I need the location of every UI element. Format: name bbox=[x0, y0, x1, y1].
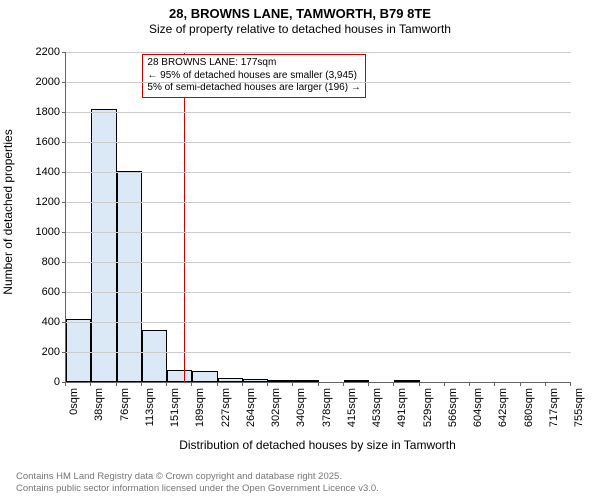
plot-area: 28 BROWNS LANE: 177sqm ← 95% of detached… bbox=[65, 52, 571, 383]
xtick-label: 38sqm bbox=[93, 388, 105, 421]
xtick-label: 642sqm bbox=[497, 388, 509, 427]
ytick-mark bbox=[62, 172, 66, 173]
xtick-label: 717sqm bbox=[548, 388, 560, 427]
ytick-mark bbox=[62, 292, 66, 293]
xtick-label: 340sqm bbox=[295, 388, 307, 427]
xtick-mark bbox=[393, 382, 394, 386]
xtick-mark bbox=[343, 382, 344, 386]
xtick-mark bbox=[570, 382, 571, 386]
ytick-label: 0 bbox=[10, 376, 60, 388]
gridline-h bbox=[66, 232, 571, 233]
xtick-label: 113sqm bbox=[144, 388, 156, 426]
xtick-label: 680sqm bbox=[523, 388, 535, 427]
xtick-label: 264sqm bbox=[245, 388, 257, 427]
xtick-label: 755sqm bbox=[573, 388, 585, 427]
ytick-label: 1800 bbox=[10, 106, 60, 118]
ytick-mark bbox=[62, 202, 66, 203]
xtick-mark bbox=[267, 382, 268, 386]
gridline-h bbox=[66, 352, 571, 353]
chart-wrap: Number of detached properties 28 BROWNS … bbox=[0, 42, 600, 462]
ytick-label: 400 bbox=[10, 316, 60, 328]
bars-layer bbox=[66, 52, 571, 382]
xtick-mark bbox=[166, 382, 167, 386]
ytick-mark bbox=[62, 142, 66, 143]
gridline-h bbox=[66, 292, 571, 293]
ref-box-line3: 5% of semi-detached houses are larger (1… bbox=[147, 82, 360, 95]
xtick-label: 604sqm bbox=[472, 388, 484, 427]
footer-line1: Contains HM Land Registry data © Crown c… bbox=[16, 471, 342, 482]
xtick-label: 415sqm bbox=[346, 388, 358, 427]
xtick-mark bbox=[65, 382, 66, 386]
xtick-label: 566sqm bbox=[447, 388, 459, 427]
histogram-bar bbox=[167, 370, 192, 382]
ytick-label: 1400 bbox=[10, 166, 60, 178]
gridline-h bbox=[66, 52, 571, 53]
ytick-label: 800 bbox=[10, 256, 60, 268]
gridline-h bbox=[66, 142, 571, 143]
gridline-h bbox=[66, 82, 571, 83]
y-axis-label: Number of detached properties bbox=[1, 129, 15, 294]
xtick-label: 227sqm bbox=[220, 388, 232, 427]
xtick-label: 378sqm bbox=[321, 388, 333, 427]
histogram-bar bbox=[192, 371, 217, 382]
xtick-mark bbox=[90, 382, 91, 386]
chart-title-sub: Size of property relative to detached ho… bbox=[0, 22, 600, 37]
x-axis-label: Distribution of detached houses by size … bbox=[65, 438, 570, 452]
reference-line bbox=[184, 52, 185, 382]
xtick-mark bbox=[116, 382, 117, 386]
ref-box-line1: 28 BROWNS LANE: 177sqm bbox=[147, 57, 360, 70]
histogram-bar bbox=[66, 319, 91, 382]
ytick-label: 2200 bbox=[10, 46, 60, 58]
xtick-mark bbox=[318, 382, 319, 386]
ytick-label: 600 bbox=[10, 286, 60, 298]
xtick-mark bbox=[368, 382, 369, 386]
chart-title-main: 28, BROWNS LANE, TAMWORTH, B79 8TE bbox=[0, 6, 600, 22]
xtick-label: 453sqm bbox=[371, 388, 383, 427]
gridline-h bbox=[66, 112, 571, 113]
gridline-h bbox=[66, 262, 571, 263]
ytick-mark bbox=[62, 52, 66, 53]
xtick-mark bbox=[469, 382, 470, 386]
xtick-mark bbox=[141, 382, 142, 386]
ytick-mark bbox=[62, 232, 66, 233]
xtick-mark bbox=[242, 382, 243, 386]
xtick-mark bbox=[292, 382, 293, 386]
xtick-label: 76sqm bbox=[119, 388, 131, 421]
histogram-bar bbox=[91, 109, 116, 382]
xtick-label: 529sqm bbox=[422, 388, 434, 427]
ytick-mark bbox=[62, 262, 66, 263]
ytick-mark bbox=[62, 352, 66, 353]
xtick-mark bbox=[217, 382, 218, 386]
ytick-mark bbox=[62, 322, 66, 323]
xtick-mark bbox=[444, 382, 445, 386]
xtick-mark bbox=[545, 382, 546, 386]
ytick-label: 2000 bbox=[10, 76, 60, 88]
xtick-mark bbox=[520, 382, 521, 386]
xtick-mark bbox=[419, 382, 420, 386]
histogram-bar bbox=[142, 330, 167, 383]
ytick-mark bbox=[62, 112, 66, 113]
xtick-label: 0sqm bbox=[68, 388, 80, 415]
gridline-h bbox=[66, 322, 571, 323]
ytick-label: 1600 bbox=[10, 136, 60, 148]
x-ticks: 0sqm 38sqm 76sqm 113sqm 151sqm 189sqm 227sqm 26… bbox=[65, 382, 570, 442]
gridline-h bbox=[66, 172, 571, 173]
xtick-label: 151sqm bbox=[169, 388, 181, 427]
gridline-h bbox=[66, 202, 571, 203]
ytick-mark bbox=[62, 82, 66, 83]
ytick-label: 200 bbox=[10, 346, 60, 358]
xtick-mark bbox=[191, 382, 192, 386]
footer-line2: Contains public sector information licen… bbox=[16, 483, 379, 494]
xtick-label: 189sqm bbox=[194, 388, 206, 427]
footer-attribution: Contains HM Land Registry data © Crown c… bbox=[16, 471, 379, 494]
xtick-label: 491sqm bbox=[396, 388, 408, 427]
reference-annotation-box: 28 BROWNS LANE: 177sqm ← 95% of detached… bbox=[142, 54, 365, 98]
ytick-label: 1200 bbox=[10, 196, 60, 208]
chart-title-block: 28, BROWNS LANE, TAMWORTH, B79 8TE Size … bbox=[0, 0, 600, 37]
xtick-mark bbox=[494, 382, 495, 386]
xtick-label: 302sqm bbox=[270, 388, 282, 427]
ytick-label: 1000 bbox=[10, 226, 60, 238]
ref-box-line2: ← 95% of detached houses are smaller (3,… bbox=[147, 70, 360, 83]
